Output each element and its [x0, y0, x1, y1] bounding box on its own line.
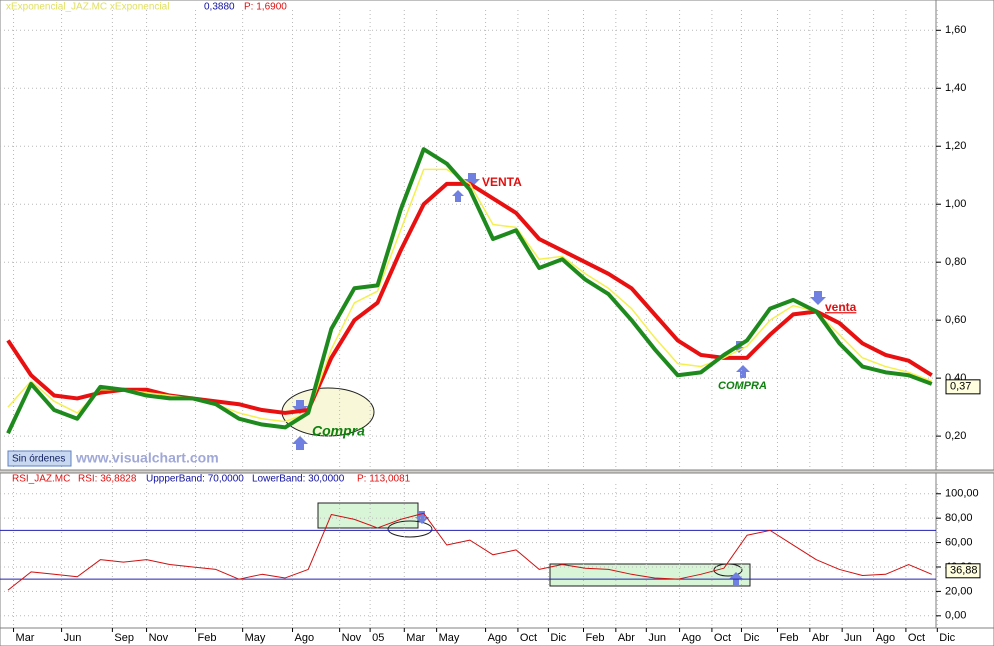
x-tick-label: Oct	[714, 632, 731, 644]
last-value-label: 0,37	[950, 381, 971, 393]
x-tick-label: Sep	[114, 632, 134, 644]
x-tick-label: Feb	[779, 632, 798, 644]
down-arrow	[810, 291, 826, 305]
price-panel	[0, 0, 937, 471]
x-tick-label: Feb	[586, 632, 605, 644]
highlight-ellipse	[387, 520, 433, 538]
x-tick-label: Ago	[682, 632, 702, 644]
header: RSI_JAZ.MC	[12, 474, 70, 485]
up-arrow	[736, 365, 750, 378]
x-tick-label: Dic	[743, 632, 759, 644]
x-tick-label: Mar	[16, 632, 35, 644]
x-tick-label: Feb	[198, 632, 217, 644]
last-value-box	[945, 379, 981, 395]
annotation: venta	[825, 300, 857, 314]
x-tick-label: Mar	[406, 632, 425, 644]
annotation: COMPRA	[718, 380, 767, 392]
time-axis	[0, 627, 994, 646]
down-arrow	[292, 400, 308, 414]
highlight-box	[549, 563, 751, 587]
x-tick-label: May	[245, 632, 266, 644]
watermark: www.visualchart.com	[75, 450, 219, 466]
header: RSI: 36,8828	[78, 474, 137, 485]
x-tick-label: Abr	[812, 632, 829, 644]
header: UppperBand: 70,0000	[146, 474, 244, 485]
x-tick-label: Oct	[520, 632, 537, 644]
annotation: VENTA	[482, 175, 522, 189]
annotation: Compra	[312, 423, 365, 439]
x-tick-label: May	[439, 632, 460, 644]
y-tick-label: 20,00	[945, 585, 973, 597]
x-tick-label: Nov	[149, 632, 169, 644]
rsi-panel	[0, 472, 937, 629]
series-line	[7, 168, 933, 423]
status-box	[7, 450, 72, 467]
x-tick-label: Oct	[908, 632, 925, 644]
x-tick-label: 05	[372, 632, 384, 644]
x-tick-label: Nov	[342, 632, 362, 644]
header: P: 1,6900	[244, 2, 287, 13]
y-tick-label: 1,60	[945, 24, 966, 36]
rsi-axis	[935, 472, 994, 629]
header: P: 113,0081	[357, 474, 411, 485]
y-tick-label: 80,00	[945, 512, 973, 524]
last-value-box	[945, 563, 981, 579]
header: LowerBand: 30,0000	[252, 474, 345, 485]
header: 0,3880	[204, 2, 235, 13]
status: Sin órdenes	[12, 454, 65, 465]
series-line	[7, 512, 932, 591]
up-arrow	[292, 436, 308, 450]
x-tick-label: Jun	[648, 632, 666, 644]
x-tick-label: Ago	[488, 632, 508, 644]
y-tick-label: 0,80	[945, 256, 966, 268]
x-tick-label: Abr	[618, 632, 635, 644]
y-tick-label: 0,60	[945, 314, 966, 326]
highlight-ellipse	[713, 563, 743, 577]
x-tick-label: Dic	[550, 632, 566, 644]
x-tick-label: Ago	[295, 632, 315, 644]
x-tick-label: Dic	[939, 632, 955, 644]
header: xExponencial_JAZ.MC xExponencial	[6, 2, 169, 13]
x-tick-label: Jun	[844, 632, 862, 644]
price-axis	[935, 0, 994, 471]
y-tick-label: 100,00	[945, 488, 979, 500]
up-arrow	[452, 190, 464, 202]
down-arrow	[464, 173, 480, 187]
y-tick-label: 60,00	[945, 536, 973, 548]
last-value-label: 36,88	[950, 565, 978, 577]
y-tick-label: 1,20	[945, 140, 966, 152]
y-tick-label: 0,00	[945, 610, 966, 622]
y-tick-label: 1,40	[945, 82, 966, 94]
y-tick-label: 1,00	[945, 198, 966, 210]
x-tick-label: Jun	[64, 632, 82, 644]
up-arrow	[729, 572, 743, 585]
series-line	[6, 147, 933, 435]
y-tick-label: 0,20	[945, 430, 966, 442]
plot-layer	[0, 10, 938, 628]
x-tick-label: Ago	[876, 632, 896, 644]
